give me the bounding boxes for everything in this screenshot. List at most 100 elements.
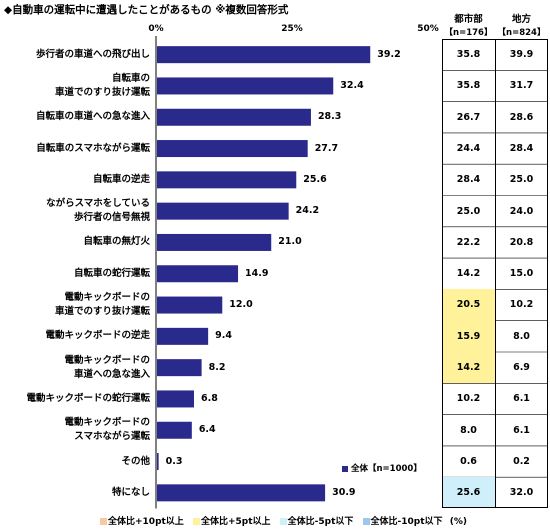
urban-cell: 14.2 [456, 268, 481, 280]
urban-cell: 15.9 [442, 320, 495, 352]
category-label-line: 歩行者の車道への飛び出し [35, 48, 150, 60]
bar-value-label: 39.2 [377, 48, 401, 60]
urban-cell: 14.2 [442, 352, 495, 384]
urban-cell: 0.6 [460, 455, 477, 467]
category-label: 電動キックボードの逆走 [45, 329, 150, 343]
bar [157, 359, 202, 377]
category-label: その他 [121, 455, 150, 469]
bar [157, 453, 159, 471]
bar [157, 171, 297, 189]
chart-title: ◆自動車の運転中に遭遇したことがあるもの ※複数回答形式 [4, 4, 289, 16]
rural-n-header: 【n=824】 [497, 28, 546, 38]
urban-header: 都市部 [454, 14, 483, 25]
bar [157, 77, 334, 95]
footer-swatch-minus5 [279, 518, 287, 525]
bar-value-label: 21.0 [278, 236, 302, 248]
category-label-line: 自転車の蛇行運転 [73, 267, 150, 279]
category-label: 電動キックボードの蛇行運転 [26, 392, 150, 406]
category-label-line: 自転車のスマホながら運転 [36, 142, 150, 154]
bar-value-label: 0.3 [165, 455, 183, 467]
bar-value-label: 28.3 [317, 111, 342, 123]
category-label: 自転車の逆走 [93, 173, 150, 187]
bar [157, 421, 192, 439]
category-label: 自転車の蛇行運転 [74, 267, 150, 281]
bar [157, 233, 272, 251]
bar [157, 484, 326, 502]
category-label: 自転車のスマホながら運転 [36, 142, 150, 156]
bar [157, 140, 308, 158]
axis-tick-0: 0% [148, 24, 164, 34]
category-label: 電動キックボードの車道でのすり抜け運転 [55, 291, 150, 319]
category-label-line: 電動キックボードの [64, 292, 150, 304]
bar [157, 202, 289, 220]
bar-value-label: 25.6 [303, 173, 327, 185]
category-label: ながらスマホをしている歩行者の信号無視 [46, 197, 150, 225]
bar-value-label: 9.4 [215, 330, 232, 342]
rural-cell: 28.4 [509, 142, 534, 154]
category-label-line: 車道でのすり抜け運転 [54, 306, 150, 318]
legend-swatch [342, 465, 348, 472]
category-label-line: 電動キックボードの [64, 354, 150, 366]
rural-cell: 39.9 [509, 49, 534, 60]
rural-cell: 10.2 [509, 299, 534, 311]
rural-cell: 20.8 [509, 236, 534, 248]
rural-cell: 24.0 [509, 205, 534, 217]
category-label-line: 歩行者の信号無視 [73, 212, 150, 224]
category-label-line: 自転車の [111, 72, 150, 84]
category-label: 歩行者の車道への飛び出し [36, 48, 150, 62]
urban-cell: 8.0 [460, 424, 477, 436]
category-label-line: 電動キックボードの蛇行運転 [26, 392, 150, 404]
urban-cell: 24.4 [456, 142, 481, 154]
bar-value-label: 6.8 [200, 392, 218, 404]
rural-cell: 32.0 [509, 487, 534, 499]
category-label-line: 自転車の無灯火 [83, 236, 150, 248]
urban-cell: 35.8 [456, 80, 481, 92]
category-label-line: 車道への急な進入 [73, 368, 150, 380]
bar [157, 296, 223, 314]
footer-label-minus10: 全体比-10pt以下 [370, 517, 443, 527]
rural-cell: 8.0 [513, 330, 530, 342]
rural-cell: 6.9 [513, 362, 530, 373]
category-label-line: その他 [121, 455, 150, 467]
category-label-line: スマホながら運転 [74, 431, 150, 443]
footer-label-minus5: 全体比-5pt以下 [287, 517, 354, 527]
category-label: 電動キックボードの スマホながら運転 [64, 416, 150, 444]
urban-cell: 25.6 [442, 477, 495, 509]
urban-cell: 25.0 [456, 205, 481, 217]
footer-legend: 全体比+10pt以上 全体比+5pt以上 全体比-5pt以下 全体比-10pt以… [94, 514, 467, 527]
urban-cell: 28.4 [456, 174, 481, 186]
chart-legend: 全体【n=1000】 [342, 462, 422, 474]
urban-cell: 10.2 [456, 393, 481, 405]
bar-value-label: 6.4 [198, 424, 216, 436]
urban-n-header: 【n=176】 [444, 28, 493, 38]
axis-tick-50: 50% [417, 24, 439, 34]
category-label: 自転車の無灯火 [83, 235, 150, 249]
bar [157, 265, 239, 283]
urban-cell: 35.8 [456, 49, 481, 60]
category-label-line: 特になし [111, 486, 150, 498]
rural-cell: 15.0 [509, 268, 534, 280]
bar-value-label: 24.2 [295, 205, 320, 217]
bar-value-label: 32.4 [340, 79, 364, 91]
legend-label: 全体【n=1000】 [351, 464, 422, 474]
category-label-line: ながらスマホをしている [46, 198, 150, 210]
footer-unit: (%) [449, 517, 467, 527]
footer-swatch-plus5 [192, 518, 200, 525]
bar [157, 46, 371, 64]
rural-cell: 25.0 [509, 174, 534, 186]
footer-swatch-plus10 [100, 518, 107, 525]
bar-value-label: 27.7 [314, 142, 339, 154]
footer-label-plus5: 全体比+5pt以上 [200, 517, 271, 527]
bar [157, 327, 209, 345]
category-label: 電動キックボードの車道への急な進入 [64, 354, 150, 382]
urban-cell: 26.7 [456, 111, 481, 123]
rural-cell: 6.1 [513, 393, 530, 405]
table-column-divider [495, 39, 496, 508]
bar-value-label: 8.2 [208, 361, 226, 373]
urban-cell: 22.2 [456, 236, 481, 248]
bar-value-label: 14.9 [245, 267, 269, 279]
rural-cell: 31.7 [509, 80, 534, 92]
category-label: 自転車の 車道でのすり抜け運転 [55, 72, 150, 100]
bar [157, 108, 311, 126]
